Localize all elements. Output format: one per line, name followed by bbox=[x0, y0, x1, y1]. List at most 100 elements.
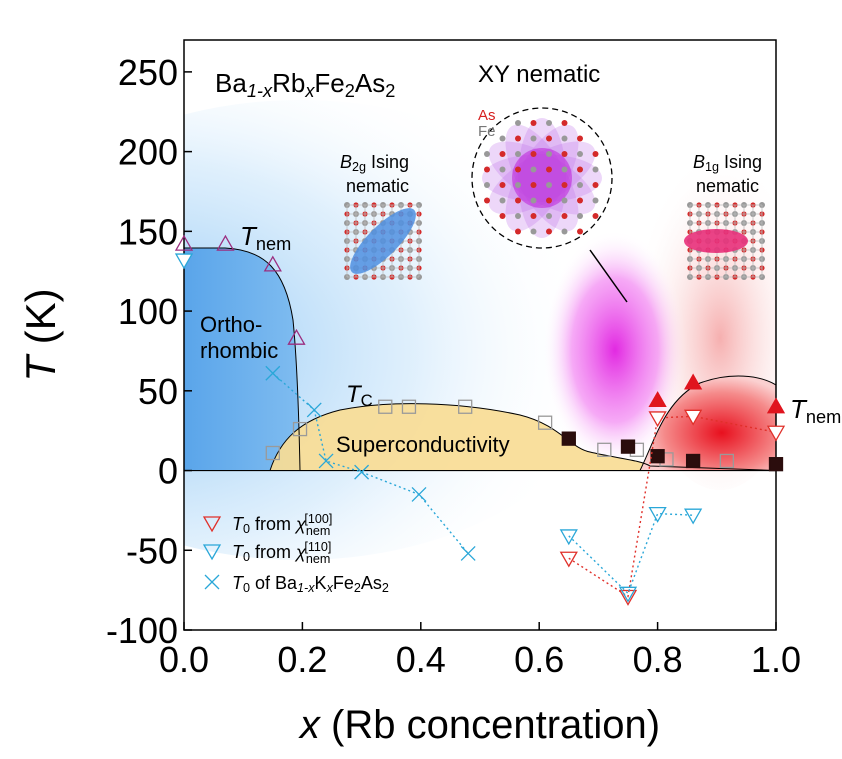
marker bbox=[265, 445, 280, 461]
y-tick-label: 100 bbox=[118, 291, 178, 332]
atom bbox=[484, 151, 490, 157]
marker bbox=[766, 397, 786, 414]
marker bbox=[650, 449, 665, 464]
y-tick-label: 200 bbox=[118, 132, 178, 173]
tc-curve bbox=[269, 403, 776, 471]
marker bbox=[411, 486, 427, 502]
marker bbox=[174, 234, 194, 251]
marker bbox=[648, 506, 667, 523]
marker bbox=[378, 399, 393, 414]
marker bbox=[618, 589, 638, 606]
sc-label: Superconductivity bbox=[336, 432, 510, 457]
marker bbox=[683, 373, 703, 390]
atom bbox=[561, 228, 568, 235]
marker bbox=[683, 508, 703, 525]
plot-frame bbox=[183, 39, 777, 631]
y-tick-label: 50 bbox=[138, 371, 178, 412]
marker bbox=[597, 442, 612, 457]
series-line bbox=[568, 512, 694, 595]
atom bbox=[592, 213, 599, 219]
x-axis-label: x (Rb concentration) bbox=[298, 703, 660, 747]
atom bbox=[546, 228, 552, 235]
atom bbox=[530, 228, 537, 235]
red-dome bbox=[640, 376, 776, 471]
magenta-region bbox=[543, 230, 687, 470]
tnem-label: Tnem bbox=[240, 221, 291, 254]
marker bbox=[768, 457, 784, 472]
marker bbox=[354, 464, 370, 480]
atom bbox=[561, 151, 568, 157]
tnem-curve bbox=[184, 247, 301, 471]
atom bbox=[530, 197, 537, 204]
atom bbox=[530, 135, 537, 142]
atom bbox=[499, 151, 506, 157]
marker bbox=[458, 399, 473, 414]
marker bbox=[537, 415, 553, 430]
tnem-curve-right bbox=[639, 375, 776, 471]
atom bbox=[561, 166, 568, 173]
tnem-label-right: Tnem bbox=[790, 394, 841, 427]
legend-text: T0 from χnem[110] bbox=[232, 540, 331, 566]
atom bbox=[530, 182, 537, 188]
atom bbox=[499, 135, 506, 142]
marker bbox=[263, 255, 282, 272]
marker bbox=[292, 421, 308, 437]
marker bbox=[648, 411, 667, 428]
marker bbox=[620, 439, 636, 454]
atom bbox=[515, 166, 521, 173]
y-tick-label: 250 bbox=[118, 52, 178, 93]
atom bbox=[561, 182, 568, 188]
marker bbox=[174, 253, 194, 270]
legend-text: T0 from χnem[100] bbox=[232, 512, 332, 538]
x-tick-label: 0.0 bbox=[159, 639, 209, 680]
atom bbox=[546, 151, 552, 157]
atom bbox=[499, 182, 506, 188]
tc-label: TC bbox=[346, 381, 373, 410]
legend-marker bbox=[202, 544, 222, 561]
atom bbox=[499, 197, 506, 204]
legend-marker bbox=[204, 574, 220, 590]
y-tick-label: -100 bbox=[106, 610, 178, 651]
x-tick-label: 0.4 bbox=[396, 639, 446, 680]
atom bbox=[515, 120, 521, 126]
marker bbox=[766, 425, 786, 442]
atom bbox=[561, 120, 568, 126]
x-tick-label: 0.6 bbox=[514, 639, 564, 680]
x-tick-label: 0.8 bbox=[633, 639, 683, 680]
y-axis-label: T (K) bbox=[17, 288, 64, 381]
atom bbox=[515, 151, 521, 157]
x-tick-label: 0.2 bbox=[277, 639, 327, 680]
marker bbox=[648, 391, 667, 408]
marker bbox=[683, 409, 703, 426]
atom bbox=[577, 213, 583, 219]
marker bbox=[460, 545, 476, 561]
marker bbox=[618, 586, 638, 603]
atom bbox=[484, 197, 490, 204]
marker bbox=[559, 551, 578, 568]
marker bbox=[685, 453, 701, 469]
atom bbox=[515, 228, 521, 235]
ortho-label: Ortho-rhombic bbox=[200, 312, 278, 363]
xy-core bbox=[512, 148, 572, 208]
atom bbox=[592, 151, 599, 157]
legend-text: T0 of Ba1-xKxFe2As2 bbox=[232, 573, 389, 595]
atom bbox=[530, 151, 537, 157]
y-tick-label: 150 bbox=[118, 211, 178, 252]
atom bbox=[577, 228, 583, 235]
orthorhombic-region bbox=[184, 248, 300, 471]
marker bbox=[318, 453, 334, 469]
b2g-orbital bbox=[350, 208, 416, 274]
x-tick-label: 1.0 bbox=[751, 639, 801, 680]
atom bbox=[546, 182, 552, 188]
atom bbox=[499, 166, 506, 173]
sc-dome bbox=[270, 403, 776, 471]
marker bbox=[306, 402, 322, 418]
atom bbox=[546, 166, 552, 173]
atom bbox=[515, 182, 521, 188]
marker bbox=[265, 365, 281, 381]
atom bbox=[546, 197, 552, 204]
atom bbox=[561, 197, 568, 204]
atom bbox=[546, 135, 552, 142]
marker bbox=[719, 453, 735, 469]
atom bbox=[592, 197, 599, 204]
